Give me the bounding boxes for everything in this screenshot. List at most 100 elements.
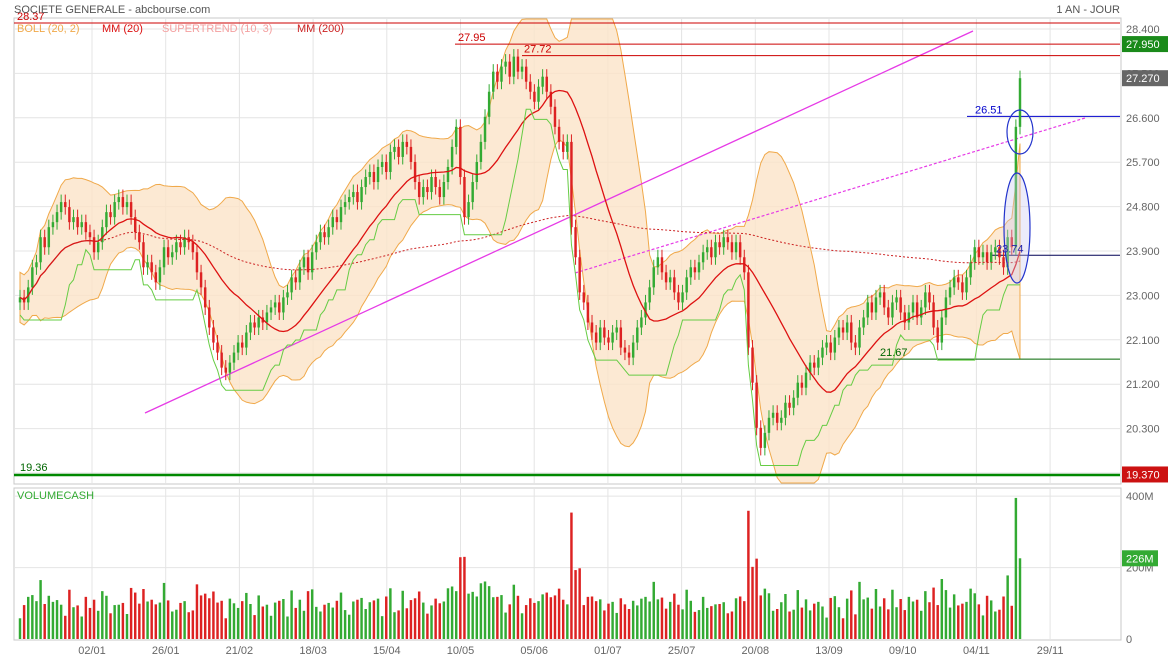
candle-body	[862, 317, 865, 328]
candle-body	[599, 327, 602, 343]
candle-body	[401, 141, 404, 157]
candle-body	[487, 91, 491, 117]
candle-body	[594, 332, 598, 343]
volume-bar	[911, 601, 915, 639]
candle-body	[701, 252, 705, 263]
x-tick-label: 13/09	[815, 645, 843, 657]
candle-body	[286, 292, 289, 298]
volume-bar	[722, 602, 725, 639]
volume-bar	[175, 609, 178, 639]
candle-body	[475, 161, 479, 183]
volume-bar	[385, 596, 388, 639]
candle-body	[113, 202, 116, 218]
volume-bar	[623, 604, 627, 639]
volume-bar	[619, 598, 623, 639]
volume-bar	[372, 600, 376, 639]
volume-bar	[179, 602, 182, 639]
candle-body	[376, 166, 380, 183]
candle-body	[730, 242, 734, 253]
volume-bar	[981, 615, 985, 639]
candle-body	[512, 56, 516, 77]
candle-body	[545, 76, 548, 92]
volume-bar	[677, 604, 680, 639]
volume-bar	[1010, 605, 1013, 639]
volume-bar	[891, 589, 894, 639]
volume-bar	[84, 596, 88, 639]
candle-body	[631, 342, 635, 358]
candle-body	[249, 322, 252, 333]
candle-body	[747, 272, 750, 348]
candle-body	[43, 237, 46, 248]
volume-bar	[467, 593, 470, 639]
candle-body	[228, 362, 232, 373]
candle-body	[578, 257, 581, 293]
candle-body	[734, 242, 738, 253]
volume-bar	[1002, 596, 1005, 639]
volume-bar	[743, 601, 746, 639]
candle-body	[446, 166, 450, 183]
volume-bar	[393, 612, 396, 639]
candle-body	[780, 417, 783, 423]
volume-bar	[352, 601, 355, 639]
volume-bar	[368, 602, 372, 639]
candle-body	[936, 327, 939, 343]
candle-body	[150, 262, 153, 273]
candle-body	[479, 141, 483, 162]
x-tick-label: 02/01	[78, 645, 106, 657]
price-tag-label: 27.270	[1126, 73, 1160, 85]
volume-bar	[529, 598, 532, 639]
y-tick-label: 26.600	[1126, 113, 1160, 125]
volume-bar	[850, 590, 853, 639]
candle-body	[117, 197, 120, 203]
volume-bar	[825, 617, 828, 639]
volume-bar	[306, 591, 310, 639]
volume-bar	[487, 586, 491, 639]
volume-bar	[944, 590, 948, 639]
volume-bar	[615, 612, 618, 639]
volume-bar	[915, 599, 919, 639]
volume-bar	[771, 610, 775, 639]
volume-bar	[994, 611, 997, 639]
volume-bar	[751, 566, 754, 639]
volume-bar	[240, 601, 244, 639]
volume-bar	[594, 601, 598, 639]
volume-bar	[817, 601, 820, 639]
candle-body	[833, 337, 837, 353]
volume-bar	[282, 599, 285, 639]
candle-body	[471, 182, 474, 203]
candle-body	[677, 292, 680, 303]
volume-bar	[232, 603, 236, 639]
candle-body	[154, 272, 158, 283]
candle-body	[615, 327, 618, 333]
level-label-resistance-2: 27.72	[524, 44, 552, 56]
candle-body	[973, 247, 976, 263]
candle-body	[590, 322, 594, 333]
candle-body	[96, 242, 100, 253]
volume-bar	[43, 604, 46, 639]
candle-body	[738, 242, 742, 258]
volume-bar	[310, 589, 314, 639]
candle-body	[203, 287, 207, 308]
candle-body	[685, 277, 688, 293]
candle-body	[500, 66, 503, 82]
volume-bar	[821, 606, 824, 639]
candle-body	[899, 297, 902, 313]
candle-body	[570, 141, 573, 228]
volume-bar	[566, 604, 569, 639]
candle-body	[364, 177, 367, 188]
volume-bars	[18, 497, 1022, 639]
candle-body	[442, 182, 446, 198]
volume-bar	[533, 602, 536, 639]
candle-body	[607, 337, 610, 343]
highlight-ellipses	[1003, 109, 1034, 284]
y-tick-label: 23.000	[1126, 290, 1160, 302]
candle-body	[92, 237, 96, 253]
volume-bar	[323, 604, 326, 639]
candle-body	[829, 342, 832, 353]
candle-body	[109, 212, 112, 218]
candle-body	[771, 412, 775, 418]
volume-bar	[199, 595, 203, 639]
x-tick-label: 20/08	[742, 645, 770, 657]
volume-bar	[508, 604, 511, 639]
candle-body	[171, 252, 174, 258]
